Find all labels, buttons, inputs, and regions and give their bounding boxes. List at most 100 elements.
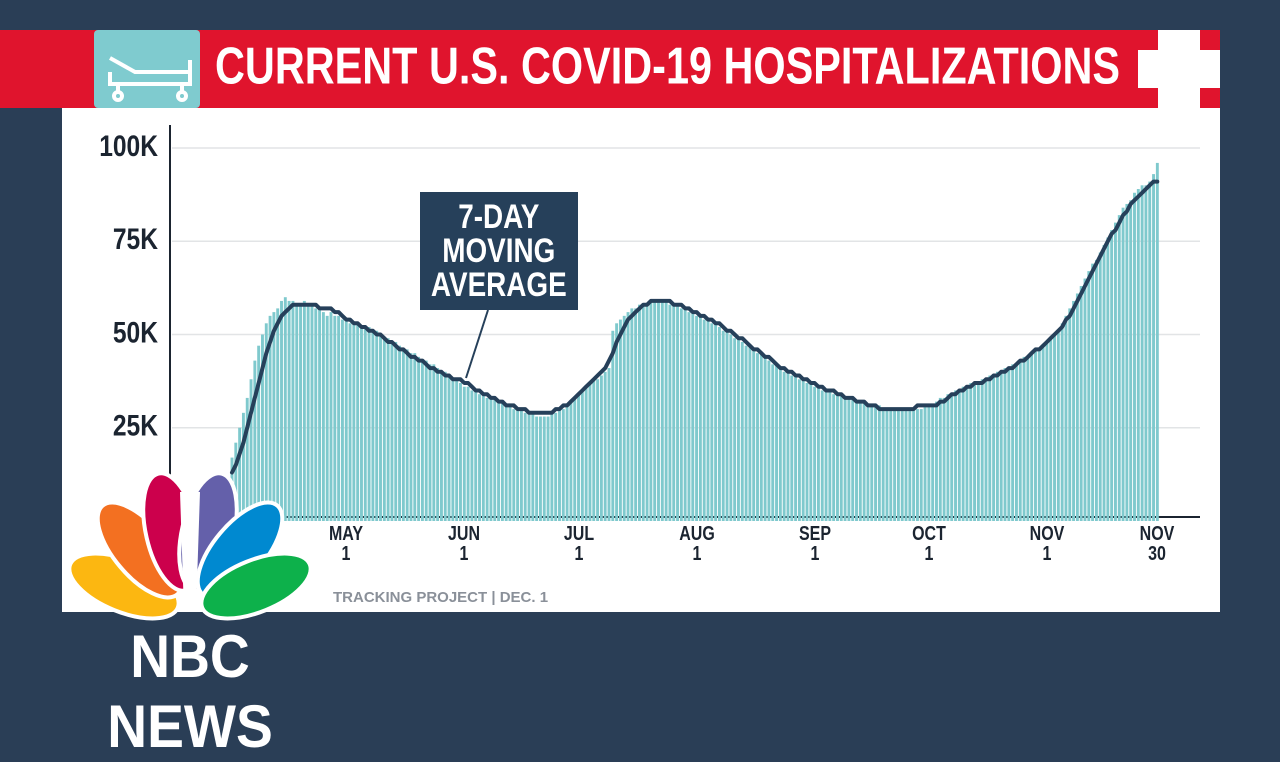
bar — [508, 405, 512, 521]
bar — [866, 405, 870, 521]
bar — [1053, 334, 1056, 521]
bar — [1068, 308, 1072, 521]
bar — [900, 409, 904, 521]
bar — [771, 364, 775, 521]
bar — [535, 416, 539, 521]
bed-icon — [108, 56, 192, 102]
bar — [1098, 252, 1102, 521]
bar — [1041, 345, 1045, 521]
bar — [1129, 200, 1133, 521]
bar — [915, 409, 919, 521]
bar — [1034, 349, 1037, 521]
x-tick-label: JUN 1 — [448, 523, 481, 565]
bar — [360, 327, 363, 521]
bar — [1049, 338, 1053, 521]
bar — [714, 323, 718, 521]
bar — [775, 364, 778, 521]
bar — [245, 397, 249, 521]
bar — [976, 382, 980, 521]
bar — [1026, 356, 1030, 521]
bar — [249, 379, 253, 521]
bar — [790, 375, 794, 521]
bar — [234, 442, 238, 521]
bar — [862, 401, 866, 521]
bar — [439, 371, 443, 521]
bar — [276, 308, 280, 521]
bar — [386, 338, 390, 521]
bar — [554, 412, 558, 521]
bar — [756, 353, 759, 521]
bar — [546, 416, 550, 521]
bar — [797, 379, 801, 521]
bar — [919, 409, 923, 521]
bar — [1064, 315, 1068, 521]
logo-text: NBC NEWS — [107, 623, 273, 760]
bar — [607, 368, 611, 521]
bar — [302, 300, 306, 521]
y-tick-label: 25K — [113, 408, 158, 442]
bar — [261, 334, 264, 521]
bar — [470, 390, 474, 521]
bar — [356, 323, 360, 521]
bar — [893, 409, 897, 521]
bar — [561, 409, 565, 521]
bar — [855, 401, 858, 521]
y-tick-label: 100K — [99, 129, 158, 163]
bar — [367, 327, 371, 521]
bar — [592, 379, 596, 521]
bar — [466, 386, 470, 521]
bar — [668, 304, 672, 521]
annotation-pointer — [465, 309, 489, 379]
bar — [318, 308, 322, 521]
title-banner — [0, 30, 1220, 108]
bar — [653, 300, 657, 521]
bar — [1094, 259, 1098, 521]
page: CURRENT U.S. COVID-19 HOSPITALIZATIONS 2… — [0, 30, 1220, 760]
bar — [839, 394, 843, 521]
bar — [1144, 185, 1148, 522]
chart-title: CURRENT U.S. COVID-19 HOSPITALIZATIONS — [215, 38, 1120, 96]
annotation: 7-DAY MOVING AVERAGE — [420, 192, 578, 310]
bar — [1133, 192, 1136, 521]
bar — [1022, 356, 1026, 521]
bar — [459, 382, 462, 521]
bar — [333, 315, 337, 521]
bar — [379, 334, 382, 521]
bar — [992, 375, 996, 521]
bar — [272, 312, 276, 521]
bar — [531, 412, 535, 521]
bar — [314, 308, 318, 521]
bar — [321, 312, 325, 521]
bar — [325, 315, 329, 521]
bar — [1011, 364, 1015, 521]
bar — [729, 334, 733, 521]
bar — [995, 371, 999, 521]
bar — [371, 330, 375, 521]
bar — [588, 382, 592, 521]
bar — [485, 397, 489, 521]
bar — [965, 386, 969, 521]
bar — [683, 308, 687, 521]
bar — [512, 409, 516, 521]
bar — [1125, 203, 1129, 521]
bar — [1117, 215, 1121, 521]
bar — [615, 323, 619, 521]
bar — [478, 394, 481, 521]
bar — [759, 353, 763, 521]
bar — [268, 315, 272, 521]
bar — [1030, 353, 1034, 521]
bar — [542, 416, 546, 521]
x-tick-label: JUL 1 — [563, 523, 594, 565]
bar — [519, 409, 523, 521]
bar — [778, 368, 782, 521]
bar — [782, 371, 786, 521]
bar — [832, 394, 836, 521]
bar — [733, 338, 737, 521]
bar — [1106, 237, 1110, 521]
bar — [622, 315, 626, 521]
bar — [698, 315, 702, 521]
bar — [1056, 330, 1060, 521]
bar — [432, 364, 436, 521]
bar — [1083, 278, 1087, 521]
bar — [820, 390, 824, 521]
